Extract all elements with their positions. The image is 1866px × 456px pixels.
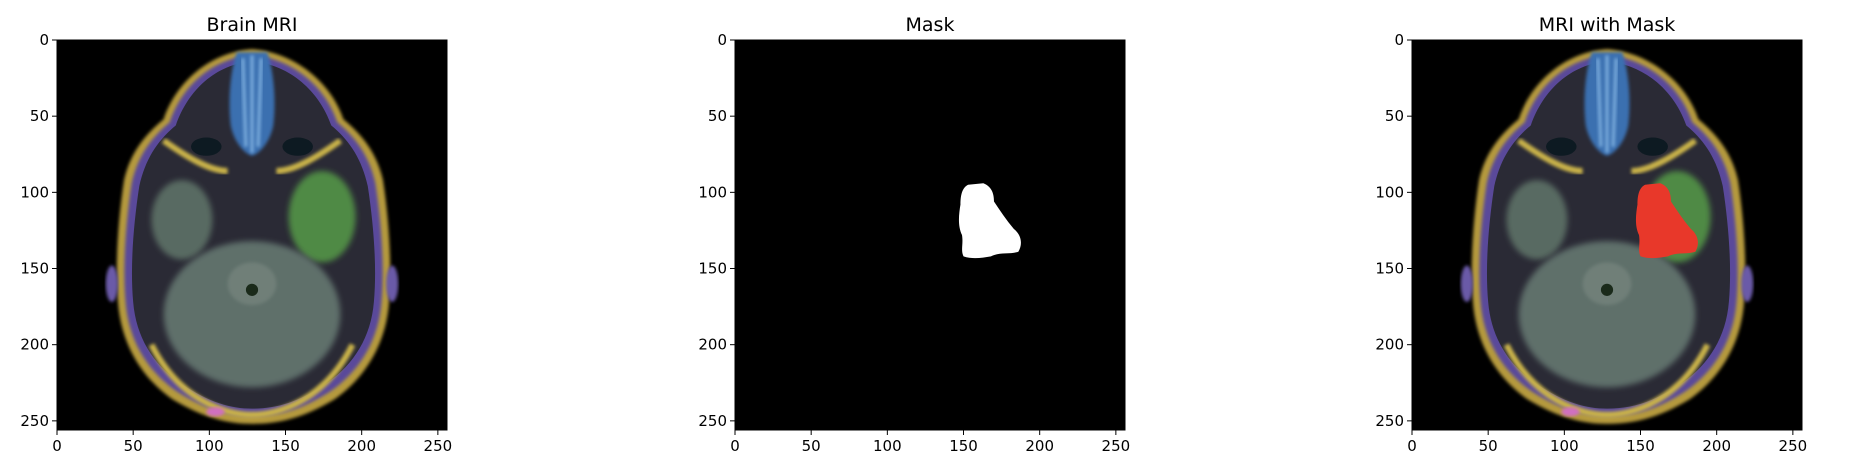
y-tick-label: 250 xyxy=(20,412,49,430)
axes-frame xyxy=(1411,39,1803,431)
panel-title: MRI with Mask xyxy=(1539,14,1676,36)
y-tick-label: 150 xyxy=(698,260,727,278)
x-tick-label: 50 xyxy=(802,437,821,455)
y-tick-label: 50 xyxy=(1385,107,1404,125)
x-tick-label: 50 xyxy=(1479,437,1498,455)
x-tick-label: 100 xyxy=(1550,437,1579,455)
y-tick-label: 0 xyxy=(717,31,727,49)
x-tick-label: 250 xyxy=(1102,437,1131,455)
x-tick-label: 200 xyxy=(347,437,376,455)
y-tick-label: 100 xyxy=(698,183,727,201)
y-tick-label: 150 xyxy=(20,260,49,278)
axes-frame xyxy=(734,39,1126,431)
y-tick-label: 100 xyxy=(1375,183,1404,201)
x-tick-label: 0 xyxy=(1407,437,1417,455)
y-tick-label: 200 xyxy=(698,336,727,354)
axes-frame xyxy=(56,39,448,431)
x-tick-label: 200 xyxy=(1025,437,1054,455)
image-background xyxy=(735,40,1125,430)
y-tick-label: 0 xyxy=(39,31,49,49)
y-tick-label: 200 xyxy=(1375,336,1404,354)
y-tick-label: 150 xyxy=(1375,260,1404,278)
x-tick-label: 100 xyxy=(195,437,224,455)
x-tick-label: 0 xyxy=(52,437,62,455)
x-tick-label: 100 xyxy=(873,437,902,455)
x-tick-label: 0 xyxy=(730,437,740,455)
y-tick-label: 250 xyxy=(698,412,727,430)
x-tick-label: 150 xyxy=(1626,437,1655,455)
x-tick-label: 250 xyxy=(424,437,453,455)
x-tick-label: 150 xyxy=(271,437,300,455)
panel-title: Brain MRI xyxy=(206,14,297,36)
y-tick-label: 50 xyxy=(708,107,727,125)
x-tick-label: 200 xyxy=(1702,437,1731,455)
x-tick-label: 250 xyxy=(1779,437,1808,455)
x-tick-label: 50 xyxy=(124,437,143,455)
y-tick-label: 200 xyxy=(20,336,49,354)
y-tick-label: 0 xyxy=(1394,31,1404,49)
y-tick-label: 250 xyxy=(1375,412,1404,430)
panel-title: Mask xyxy=(906,14,955,36)
x-tick-label: 150 xyxy=(949,437,978,455)
y-tick-label: 50 xyxy=(30,107,49,125)
y-tick-label: 100 xyxy=(20,183,49,201)
